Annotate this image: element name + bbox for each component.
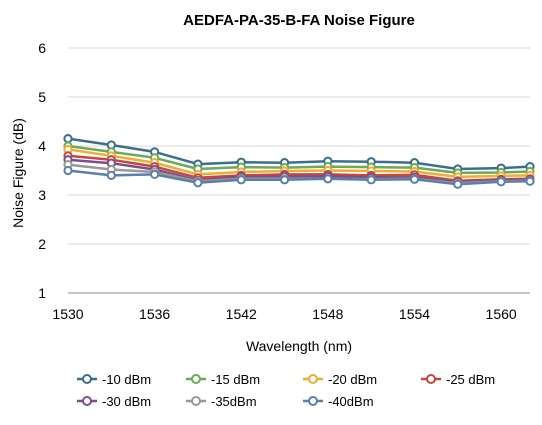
x-tick-label: 1554 [399, 306, 430, 322]
data-point [279, 175, 290, 185]
y-tick-label: 6 [38, 40, 46, 56]
data-point [366, 175, 376, 185]
legend-label: -15 dBm [211, 372, 260, 387]
data-point [193, 178, 203, 188]
legend-marker [308, 374, 318, 384]
legend-item[interactable]: -15 dBm [186, 372, 260, 387]
y-axis-label: Noise Figure (dB) [10, 118, 26, 228]
legend-item[interactable]: -10 dBm [77, 372, 151, 387]
legend-marker [82, 374, 92, 384]
legend-item[interactable]: -40dBm [303, 394, 374, 409]
x-tick-labels: 1530 1536 1542 1548 1554 1560 [52, 306, 516, 322]
legend-label: -10 dBm [102, 372, 151, 387]
data-point [453, 179, 463, 189]
series-line [67, 144, 531, 175]
data-point [236, 175, 246, 185]
legend-item[interactable]: -30 dBm [77, 394, 151, 409]
legend-label: -35dBm [211, 394, 257, 409]
y-tick-label: 4 [38, 138, 46, 154]
legend-item[interactable]: -35dBm [186, 394, 257, 409]
chart-title: AEDFA-PA-35-B-FA Noise Figure [183, 12, 415, 29]
x-axis-label: Wavelength (nm) [246, 338, 352, 354]
data-point [150, 169, 160, 180]
data-point [63, 165, 73, 176]
legend-marker [82, 396, 92, 406]
grid-lines [68, 47, 530, 294]
y-tick-label: 1 [38, 285, 46, 301]
x-tick-label: 1536 [139, 306, 170, 322]
legend-item[interactable]: -25 dBm [421, 372, 495, 387]
legend[interactable]: -10 dBm -15 dBm -20 dBm -25 dBm -30 dBm -35dB… [77, 372, 495, 409]
y-tick-label: 3 [38, 187, 46, 203]
legend-label: -25 dBm [446, 372, 495, 387]
x-tick-label: 1530 [52, 306, 83, 322]
legend-marker [308, 396, 318, 406]
data-point [323, 174, 333, 184]
series-line [67, 137, 531, 171]
data-point [106, 170, 116, 180]
y-tick-labels: 1 2 3 4 5 6 [38, 40, 46, 301]
series-line [67, 154, 531, 183]
data-point [63, 134, 73, 144]
series-10-dbm [63, 134, 535, 174]
series-line [67, 169, 531, 186]
legend-label: -40dBm [328, 394, 374, 409]
data-point [496, 177, 506, 187]
x-tick-label: 1548 [312, 306, 343, 322]
legend-marker [426, 374, 436, 384]
series-group [63, 134, 535, 189]
y-tick-label: 2 [38, 236, 46, 252]
x-tick-label: 1542 [226, 306, 257, 322]
legend-label: -30 dBm [102, 394, 151, 409]
series-line [67, 148, 531, 179]
series-40dbm [63, 165, 535, 189]
data-point [525, 176, 535, 186]
legend-marker [191, 396, 201, 406]
data-point [409, 174, 420, 184]
x-tick-label: 1560 [486, 306, 517, 322]
legend-label: -20 dBm [328, 372, 377, 387]
legend-item[interactable]: -20 dBm [303, 372, 377, 387]
legend-marker [191, 374, 201, 384]
y-tick-label: 5 [38, 89, 46, 105]
